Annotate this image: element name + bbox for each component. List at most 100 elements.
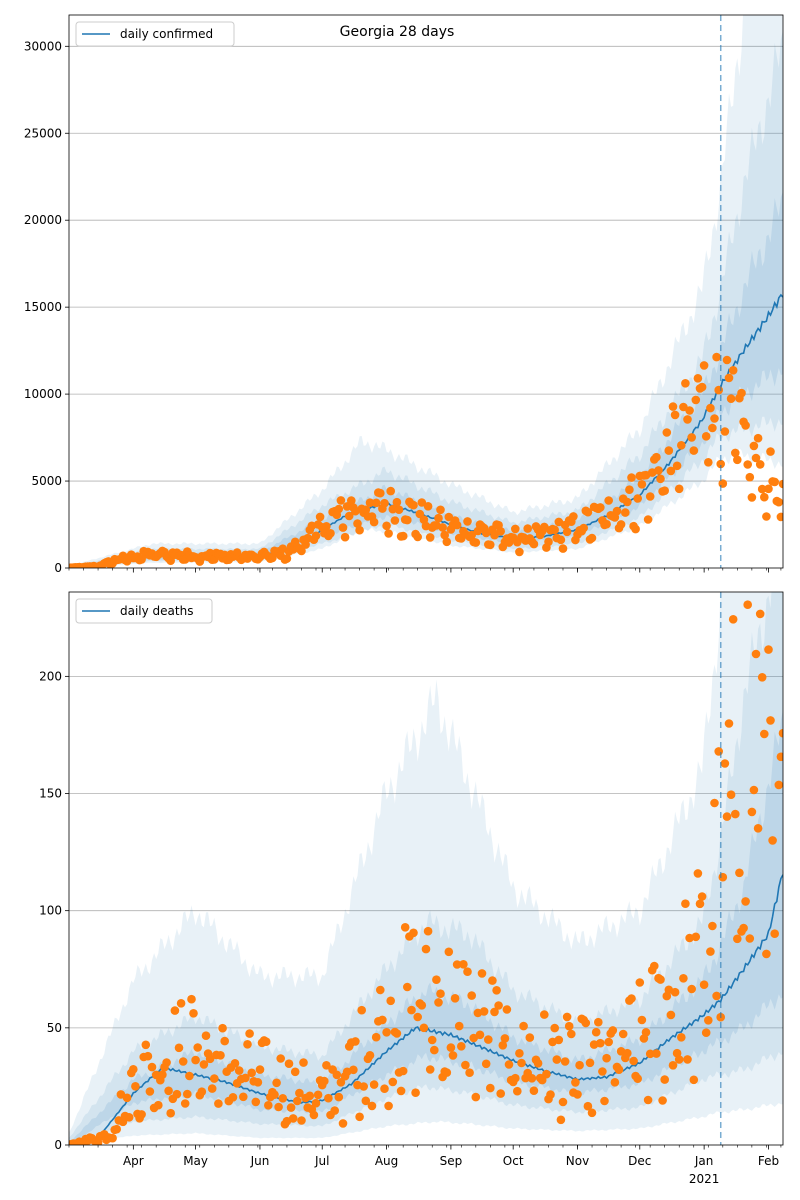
top-observed-point [384,529,393,538]
bot-observed-point [558,1097,568,1107]
bot-observed-point [562,1012,572,1022]
bot-observed-point [162,1058,171,1067]
bot-observed-point [749,785,759,795]
bot-observed-point [741,897,750,906]
bot-observed-point [529,1086,539,1095]
bot-observed-point [276,1054,286,1063]
bot-observed-point [332,1070,342,1080]
top-observed-point [355,525,364,535]
bot-observed-point [708,921,717,931]
bot-observed-point [733,934,742,944]
bot-observed-point [141,1040,151,1050]
x-tick-label: Oct [503,1154,524,1168]
bot-observed-point [425,1065,435,1074]
bot-observed-point [378,1015,387,1025]
bot-observed-point [214,1099,223,1108]
bot-observed-point [679,974,688,983]
bot-observed-point [448,1051,458,1060]
top-observed-point [382,521,391,531]
bot-observed-point [170,1006,180,1015]
top-y-tick-label: 20000 [24,213,62,227]
bot-observed-point [554,1035,564,1045]
bot-observed-point [674,1055,684,1064]
top-observed-point [417,498,427,507]
bot-observed-point [633,1074,642,1083]
bottom-legend-box [75,598,213,624]
bot-observed-point [699,980,709,989]
bot-observed-point [330,1106,340,1115]
x-tick-label: Nov [566,1154,589,1168]
bot-observed-point [444,947,454,957]
top-observed-point [515,547,524,557]
bot-observed-point [234,1066,244,1075]
bot-observed-point [176,999,186,1008]
top-observed-point [697,382,707,392]
top-observed-point [623,497,632,507]
bot-y-tick-label: 200 [39,669,62,683]
bot-observed-point [147,1062,157,1072]
bot-observed-point [436,989,445,998]
bot-observed-point [766,716,775,725]
top-observed-point [442,537,452,547]
bot-observed-point [594,1017,603,1027]
top-observed-point [668,402,678,411]
top-observed-point [654,466,663,475]
top-observed-point [691,395,701,405]
bot-observed-point [465,1068,474,1077]
bot-observed-point [745,934,755,943]
bot-observed-point [735,868,744,878]
top-observed-point [770,477,779,487]
bot-observed-point [755,609,765,619]
bot-observed-point [720,759,730,768]
bot-observed-point [488,976,497,985]
top-observed-point [361,505,371,515]
bot-observed-point [400,923,410,932]
bot-observed-point [486,1083,495,1093]
top-observed-point [282,554,292,563]
x-tick-label: Jul [314,1154,329,1168]
bot-observed-point [587,1108,597,1118]
bot-observed-point [313,1090,323,1100]
top-observed-point [347,496,356,505]
bot-observed-point [261,1037,271,1046]
top-observed-point [760,492,769,502]
bot-observed-point [112,1124,121,1134]
top-axes-frame [68,14,784,569]
bot-observed-point [216,1051,225,1060]
bot-observed-point [770,929,779,938]
bot-observed-point [398,1066,408,1076]
top-observed-point [471,538,481,547]
bot-observed-point [751,649,761,659]
bot-observed-point [573,1090,582,1099]
bot-observed-point [239,1092,248,1102]
top-observed-point [689,446,699,455]
bot-observed-point [492,986,501,995]
bot-observed-point [600,1096,609,1106]
top-observed-point [726,394,736,404]
bottom-y-axis: 0 50 100 150 200 [39,669,69,1152]
bot-observed-point [726,790,736,799]
bot-observed-point [442,1068,452,1077]
bot-observed-point [645,1049,655,1059]
top-observed-point [681,379,690,388]
bot-observed-point [598,1067,607,1076]
top-observed-point [444,512,454,522]
bot-observed-point [207,1084,217,1093]
bot-observed-point [384,1101,393,1111]
bot-observed-point [193,1043,202,1052]
top-observed-point [645,492,655,501]
top-observed-point [625,485,634,495]
top-observed-point [434,513,443,523]
bot-observed-point [311,1098,321,1108]
top-observed-point [297,546,306,556]
top-legend-label: daily confirmed [120,27,213,41]
bot-observed-point [201,1031,211,1040]
bot-observed-point [129,1065,138,1074]
bot-observed-point [610,1078,620,1087]
top-observed-point [751,453,761,463]
top-observed-point [326,529,335,538]
top-observed-point [365,498,375,508]
bot-observed-point [463,967,472,976]
top-observed-point [596,503,605,512]
top-observed-point [369,517,379,527]
